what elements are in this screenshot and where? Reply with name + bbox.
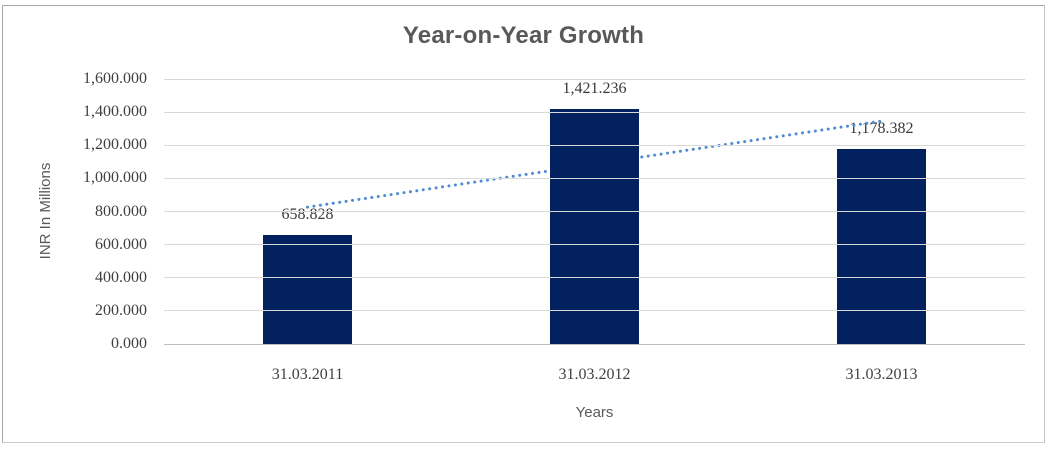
x-axis-line xyxy=(164,343,1025,345)
y-tick-label: 400.000 xyxy=(95,268,147,286)
gridline xyxy=(164,78,1025,80)
gridline xyxy=(164,244,1025,246)
data-label: 658.828 xyxy=(281,205,334,223)
y-tick-label: 1,200.000 xyxy=(83,136,147,154)
gridline xyxy=(164,111,1025,113)
gridline xyxy=(164,144,1025,146)
bar-31.03.2011[interactable] xyxy=(263,234,352,344)
bar-31.03.2013[interactable] xyxy=(837,148,926,344)
y-tick-label: 1,400.000 xyxy=(83,103,147,121)
data-label: 1,421.236 xyxy=(562,79,627,97)
trendline-path[interactable] xyxy=(306,119,883,209)
gridline xyxy=(164,177,1025,179)
category-label: 31.03.2013 xyxy=(845,366,918,383)
y-tick-label: 1,600.000 xyxy=(83,70,147,87)
y-tick-label: 600.000 xyxy=(95,235,147,253)
gridline xyxy=(164,211,1025,212)
x-axis-title: Years xyxy=(575,404,614,421)
y-tick-label: 200.000 xyxy=(95,301,147,319)
y-tick-label: 0.000 xyxy=(111,335,147,352)
trendline[interactable] xyxy=(3,6,1044,442)
category-label: 31.03.2012 xyxy=(558,366,631,383)
y-tick-label: 800.000 xyxy=(95,202,147,220)
category-label: 31.03.2011 xyxy=(271,366,344,383)
bar-31.03.2012[interactable] xyxy=(550,108,639,344)
chart-title: Year-on-Year Growth xyxy=(402,22,645,49)
y-tick-label: 1,000.000 xyxy=(83,169,147,187)
chart: Year-on-Year Growth INR In Millions 31.0… xyxy=(2,5,1045,443)
gridline xyxy=(164,277,1025,279)
gridline xyxy=(164,310,1025,312)
